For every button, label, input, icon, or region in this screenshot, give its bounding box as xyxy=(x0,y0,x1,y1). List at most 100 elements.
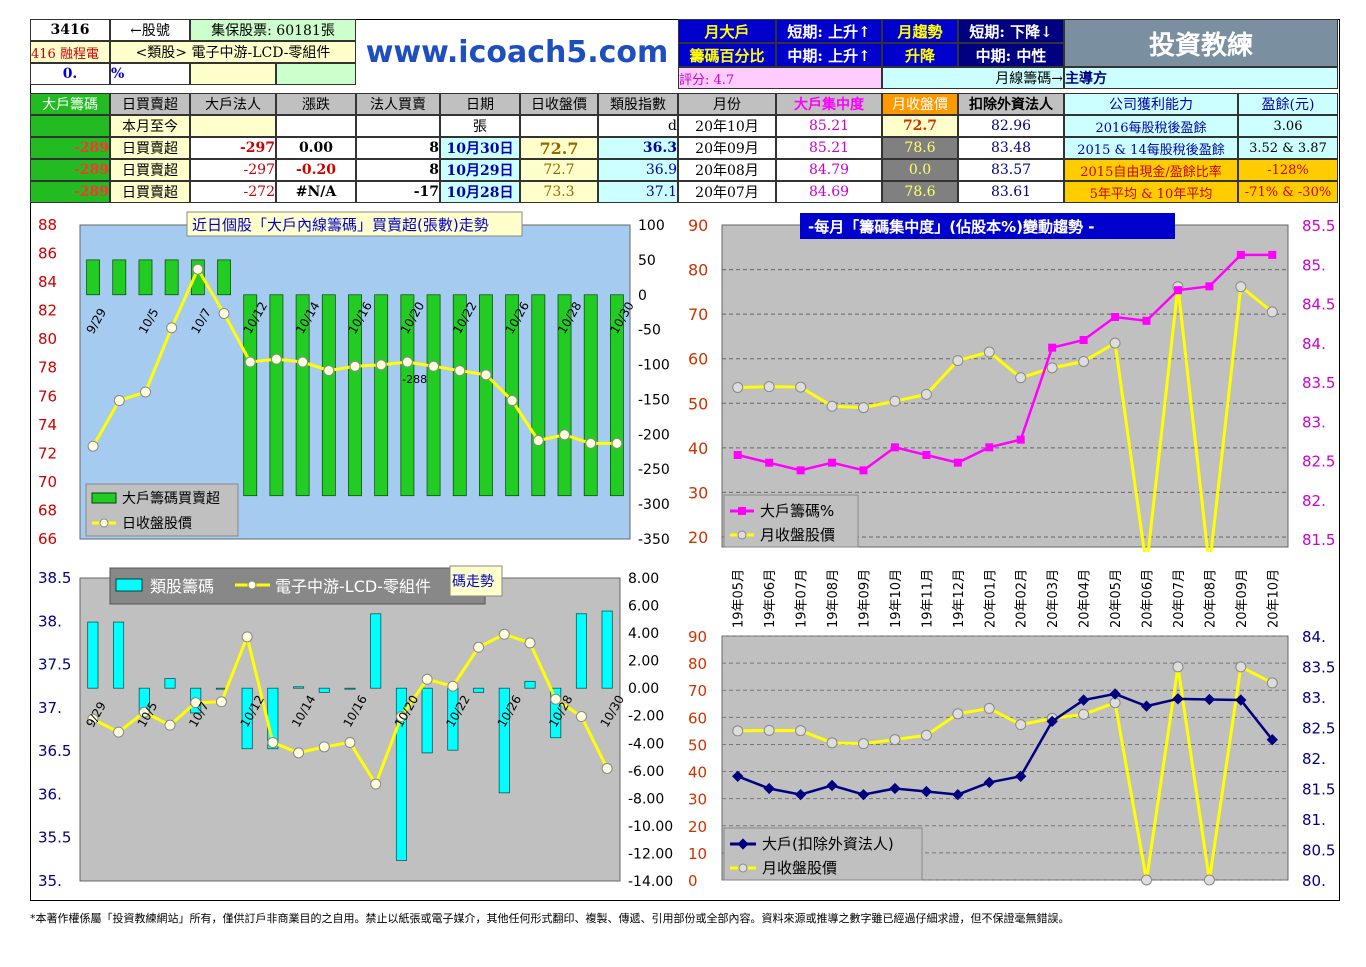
price-point xyxy=(763,381,775,393)
index-point xyxy=(575,711,587,723)
right-axis-tick: 81.5 xyxy=(1302,531,1335,549)
daily-cell: 8 xyxy=(356,159,440,181)
legend-box xyxy=(723,827,923,881)
right-axis-tick: -14.00 xyxy=(628,874,673,890)
daily-cell: 日買賣超 xyxy=(110,159,190,181)
legend-label: 大戶籌碼買賣超 xyxy=(122,491,220,507)
holder-point xyxy=(1109,688,1121,700)
x-tick: 19年09月 xyxy=(858,569,873,628)
price-point xyxy=(889,395,901,407)
monthly-cell: 3.52 & 3.87 xyxy=(1238,137,1338,159)
x-tick: 20年09月 xyxy=(1235,569,1250,628)
index-point xyxy=(293,747,305,759)
index-point xyxy=(215,696,227,708)
price-point xyxy=(611,437,623,449)
bar xyxy=(421,687,433,754)
right-axis-tick: 82. xyxy=(1302,750,1326,768)
bar xyxy=(479,294,493,497)
copyright-footer: *本著作權係屬「投資教練網站」所有，僅供訂戶非商業目的之自用。禁止以紙張或電子媒… xyxy=(30,912,1070,925)
monthly-cell: 84.69 xyxy=(776,181,882,203)
daily-subrow-unit: 張 xyxy=(440,115,520,137)
daily-subrow-d: d xyxy=(598,115,678,137)
holder-point xyxy=(794,788,807,801)
left-axis-tick: 88 xyxy=(38,216,57,234)
short-term-down: 短期: 下降↓ xyxy=(958,19,1064,43)
left-axis-tick: 70 xyxy=(38,473,57,491)
price-point xyxy=(1172,661,1184,673)
price-point xyxy=(1046,362,1058,374)
monthly-cell: 20年07月 xyxy=(678,181,776,203)
x-tick: 20年03月 xyxy=(1046,569,1061,628)
left-axis-tick: 38. xyxy=(38,612,62,630)
daily-header-1: 日買賣超 xyxy=(110,93,190,115)
price-point xyxy=(349,360,361,372)
left-axis-tick: 40 xyxy=(688,764,707,782)
right-axis-tick: -350 xyxy=(638,532,670,548)
right-axis-tick: -100 xyxy=(638,358,670,374)
monthly-cell: 20年08月 xyxy=(678,159,776,181)
price-point xyxy=(428,360,440,372)
price-point xyxy=(1109,337,1121,349)
left-axis-tick: 74 xyxy=(38,416,57,434)
index-point xyxy=(318,741,330,753)
right-axis-tick: -4.00 xyxy=(628,736,664,752)
legend-label: 大戶籌碼% xyxy=(760,502,834,520)
left-axis-tick: 70 xyxy=(688,682,707,700)
price-point xyxy=(826,400,838,412)
holder-point xyxy=(1111,313,1120,321)
monthly-cell: 20年10月 xyxy=(678,115,776,137)
bar xyxy=(348,294,362,497)
holder-point xyxy=(1079,336,1088,344)
daily-cell: 8 xyxy=(356,137,440,159)
daily-cell: -289 xyxy=(30,159,110,181)
holder-point xyxy=(983,776,995,789)
bar-data-label: -288 xyxy=(402,373,427,386)
index-point xyxy=(241,631,253,643)
price-point xyxy=(1203,874,1215,886)
price-point xyxy=(952,355,964,367)
monthly-cell: -128% xyxy=(1238,159,1338,181)
price-point xyxy=(532,435,544,447)
holder-point xyxy=(1048,343,1057,352)
daily-cell: 10月29日 xyxy=(440,159,520,181)
daily-subrow-empty4 xyxy=(520,115,598,137)
chart-title: 近日個股「大戶內線籌碼」買賣超(張數)走勢 xyxy=(192,216,489,234)
daily-cell: -0.20 xyxy=(276,159,356,181)
logo-text: 投資教練 xyxy=(1148,30,1253,61)
daily-header-6: 日收盤價 xyxy=(520,93,598,115)
daily-subrow-empty3 xyxy=(356,115,440,137)
bar xyxy=(86,259,100,296)
right-axis-tick: -250 xyxy=(638,462,670,478)
monthly-cell: 0.0 xyxy=(882,159,958,181)
left-axis-tick: 80 xyxy=(688,261,708,280)
chart-title: 碼走勢 xyxy=(452,574,494,590)
legend-swatch-marker xyxy=(247,580,257,590)
price-point xyxy=(858,402,869,414)
bar xyxy=(241,687,253,750)
monthly-cell: 78.6 xyxy=(882,137,958,159)
monthly-cell: 82.96 xyxy=(958,115,1064,137)
monthly-header-4: 公司獲利能力 xyxy=(1064,93,1238,115)
right-axis-tick: -50 xyxy=(638,323,661,339)
trend-title-1: 月大戶 xyxy=(678,19,776,43)
daily-cell: 37.1 xyxy=(598,181,678,203)
right-axis-tick: -10.00 xyxy=(628,819,673,835)
right-axis-tick: -6.00 xyxy=(628,764,664,780)
x-tick: 20年05月 xyxy=(1109,569,1124,628)
bar xyxy=(550,687,562,739)
right-axis-tick: 0.00 xyxy=(628,681,659,697)
price-point xyxy=(858,738,869,750)
price-point xyxy=(480,369,492,381)
left-axis-tick: 30 xyxy=(688,483,708,502)
x-tick: 19年10月 xyxy=(889,569,904,628)
monthly-cell: 78.6 xyxy=(882,181,958,203)
price-point xyxy=(983,346,995,358)
price-point xyxy=(506,395,518,407)
right-axis-tick: 83.5 xyxy=(1302,659,1335,677)
legend-label: 月收盤股價 xyxy=(760,526,835,544)
right-axis-tick: -2.00 xyxy=(628,709,664,725)
left-axis-tick: 35. xyxy=(38,872,62,890)
x-tick: 19年08月 xyxy=(826,569,841,628)
bar xyxy=(531,294,546,497)
monthly-cell: 85.21 xyxy=(776,115,882,137)
